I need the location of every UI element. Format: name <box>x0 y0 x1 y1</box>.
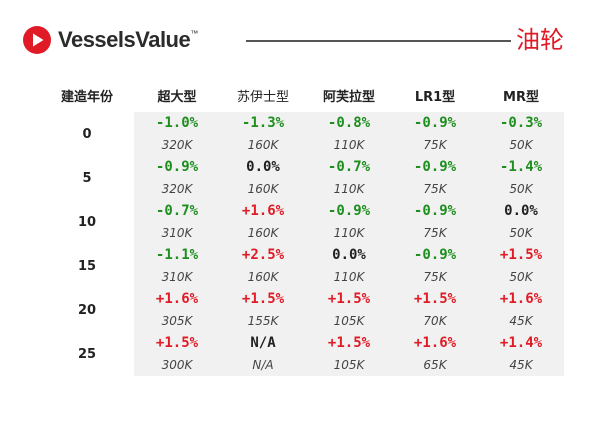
table-row-change: 25 +1.5% N/A +1.5% +1.6% +1.4% <box>40 332 564 362</box>
column-header-type: 苏伊士型 <box>236 89 289 105</box>
value-cell: N/A <box>220 354 306 376</box>
value-cell: 320K <box>134 178 220 200</box>
play-triangle-icon <box>23 26 51 54</box>
value-cell: 155K <box>220 310 306 332</box>
table-row-value: 320K 160K 110K 75K 50K <box>40 134 564 156</box>
table-row-change: 5 -0.9% 0.0% -0.7% -0.9% -1.4% <box>40 156 564 186</box>
value-cell: 50K <box>478 266 564 288</box>
value-cell: 50K <box>478 134 564 156</box>
table-row-value: 300K N/A 105K 65K 45K <box>40 354 564 376</box>
value-cell: 310K <box>134 266 220 288</box>
change-cell: N/A <box>220 332 306 354</box>
change-cell: -0.7% <box>134 200 220 222</box>
table-row-change: 10 -0.7% +1.6% -0.9% -0.9% 0.0% <box>40 200 564 230</box>
value-cell: 160K <box>220 266 306 288</box>
change-cell: -1.1% <box>134 244 220 266</box>
change-cell: +2.5% <box>220 244 306 266</box>
value-cell: 110K <box>306 134 392 156</box>
brand-name: VesselsValue™ <box>58 27 198 52</box>
build-year-cell: 20 <box>77 302 97 318</box>
value-cell: 50K <box>478 222 564 244</box>
header-divider <box>246 40 511 42</box>
value-cell: 300K <box>134 354 220 376</box>
change-cell: -1.4% <box>478 156 564 178</box>
value-cell: 75K <box>392 266 478 288</box>
value-cell: 105K <box>306 310 392 332</box>
value-cell: 310K <box>134 222 220 244</box>
change-cell: +1.5% <box>134 332 220 354</box>
value-cell: 70K <box>392 310 478 332</box>
value-cell: 320K <box>134 134 220 156</box>
table-header-row: 建造年份 超大型 苏伊士型 阿芙拉型 LR1型 MR型 <box>40 78 564 112</box>
change-cell: -0.9% <box>392 200 478 222</box>
change-cell: -0.3% <box>478 112 564 134</box>
change-cell: +1.5% <box>220 288 306 310</box>
value-cell: 110K <box>306 222 392 244</box>
column-header-type: 超大型 <box>157 89 197 105</box>
change-cell: -0.7% <box>306 156 392 178</box>
change-cell: +1.6% <box>478 288 564 310</box>
table-body: 0 -1.0% -1.3% -0.8% -0.9% -0.3% 320K 160K 110K 75… <box>40 112 564 376</box>
value-cell: 305K <box>134 310 220 332</box>
build-year-cell: 10 <box>77 214 97 230</box>
valuation-table: 建造年份 超大型 苏伊士型 阿芙拉型 LR1型 MR型 0 -1.0% -1.3% -… <box>40 78 564 376</box>
page-title: 油轮 <box>516 26 564 54</box>
value-cell: 160K <box>220 222 306 244</box>
change-cell: -1.3% <box>220 112 306 134</box>
build-year-cell: 0 <box>82 126 92 142</box>
change-cell: +1.6% <box>392 332 478 354</box>
column-header-type: LR1型 <box>414 89 456 105</box>
value-cell: 75K <box>392 134 478 156</box>
change-cell: 0.0% <box>220 156 306 178</box>
value-cell: 110K <box>306 266 392 288</box>
change-cell: 0.0% <box>306 244 392 266</box>
brand-logo: VesselsValue™ <box>22 22 198 58</box>
change-cell: +1.5% <box>392 288 478 310</box>
trademark-mark: ™ <box>190 29 198 38</box>
change-cell: +1.6% <box>220 200 306 222</box>
table-row-change: 0 -1.0% -1.3% -0.8% -0.9% -0.3% <box>40 112 564 142</box>
build-year-cell: 25 <box>77 346 97 362</box>
value-cell: 50K <box>478 178 564 200</box>
table-row-value: 305K 155K 105K 70K 45K <box>40 310 564 332</box>
change-cell: -0.9% <box>392 244 478 266</box>
header: VesselsValue™ 油轮 <box>0 0 600 70</box>
table-row-change: 20 +1.6% +1.5% +1.5% +1.5% +1.6% <box>40 288 564 318</box>
value-cell: 110K <box>306 178 392 200</box>
value-cell: 45K <box>478 310 564 332</box>
value-cell: 160K <box>220 134 306 156</box>
change-cell: -0.9% <box>392 112 478 134</box>
change-cell: 0.0% <box>478 200 564 222</box>
value-cell: 45K <box>478 354 564 376</box>
value-cell: 75K <box>392 178 478 200</box>
change-cell: -0.8% <box>306 112 392 134</box>
value-cell: 160K <box>220 178 306 200</box>
build-year-cell: 5 <box>82 170 92 186</box>
change-cell: -0.9% <box>392 156 478 178</box>
value-cell: 75K <box>392 222 478 244</box>
value-cell: 105K <box>306 354 392 376</box>
column-header-type: 阿芙拉型 <box>322 89 375 105</box>
table-row-change: 15 -1.1% +2.5% 0.0% -0.9% +1.5% <box>40 244 564 274</box>
table-row-value: 320K 160K 110K 75K 50K <box>40 178 564 200</box>
change-cell: -0.9% <box>306 200 392 222</box>
value-cell: 65K <box>392 354 478 376</box>
column-header-type: MR型 <box>503 89 539 105</box>
change-cell: +1.4% <box>478 332 564 354</box>
table-row-value: 310K 160K 110K 75K 50K <box>40 266 564 288</box>
change-cell: +1.5% <box>306 288 392 310</box>
table-row-value: 310K 160K 110K 75K 50K <box>40 222 564 244</box>
change-cell: -0.9% <box>134 156 220 178</box>
change-cell: -1.0% <box>134 112 220 134</box>
change-cell: +1.5% <box>306 332 392 354</box>
change-cell: +1.6% <box>134 288 220 310</box>
change-cell: +1.5% <box>478 244 564 266</box>
column-header-build-year: 建造年份 <box>60 89 113 105</box>
build-year-cell: 15 <box>77 258 97 274</box>
